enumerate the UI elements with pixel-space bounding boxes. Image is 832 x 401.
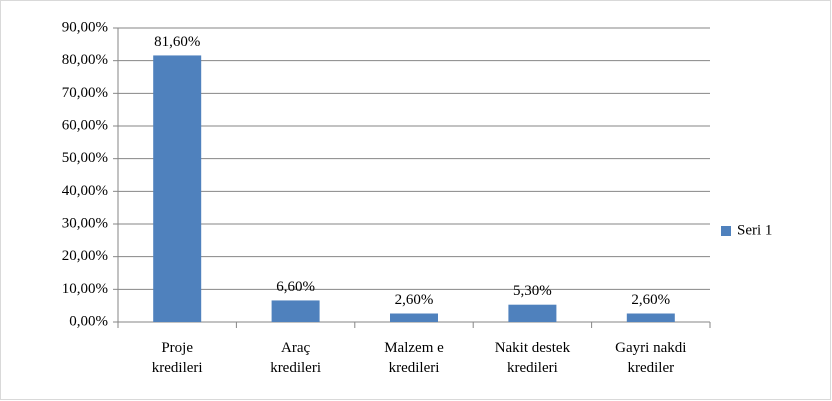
x-tick-label: Gayri nakdi krediler [615, 340, 687, 376]
y-tick-label: 10,00% [62, 281, 108, 297]
y-tick-label: 90,00% [62, 19, 108, 35]
data-label: 5,30% [513, 283, 552, 299]
bar [626, 313, 675, 322]
bar [508, 304, 557, 322]
y-tick-label: 80,00% [62, 52, 108, 68]
x-tick-label: Nakit destek kredileri [494, 340, 571, 376]
y-tick-label: 0,00% [69, 313, 108, 329]
y-tick-label: 20,00% [62, 248, 108, 264]
x-tick-label: Malzem e kredileri [384, 340, 444, 376]
y-tick-label: 40,00% [62, 183, 108, 199]
legend-label: Seri 1 [737, 222, 772, 238]
y-tick-label: 30,00% [62, 215, 108, 231]
data-label: 81,60% [154, 34, 200, 50]
bar [271, 300, 320, 322]
x-tick-label: Proje kredileri [151, 340, 203, 376]
data-label: 6,60% [276, 279, 315, 295]
bar [153, 55, 202, 322]
legend-swatch [721, 226, 731, 236]
bar [390, 313, 438, 322]
y-tick-label: 60,00% [62, 117, 108, 133]
y-tick-label: 50,00% [62, 150, 108, 166]
data-label: 2,60% [631, 292, 670, 308]
y-tick-label: 70,00% [62, 85, 108, 101]
x-tick-label: Araç kredileri [270, 340, 321, 376]
data-label: 2,60% [395, 292, 434, 308]
